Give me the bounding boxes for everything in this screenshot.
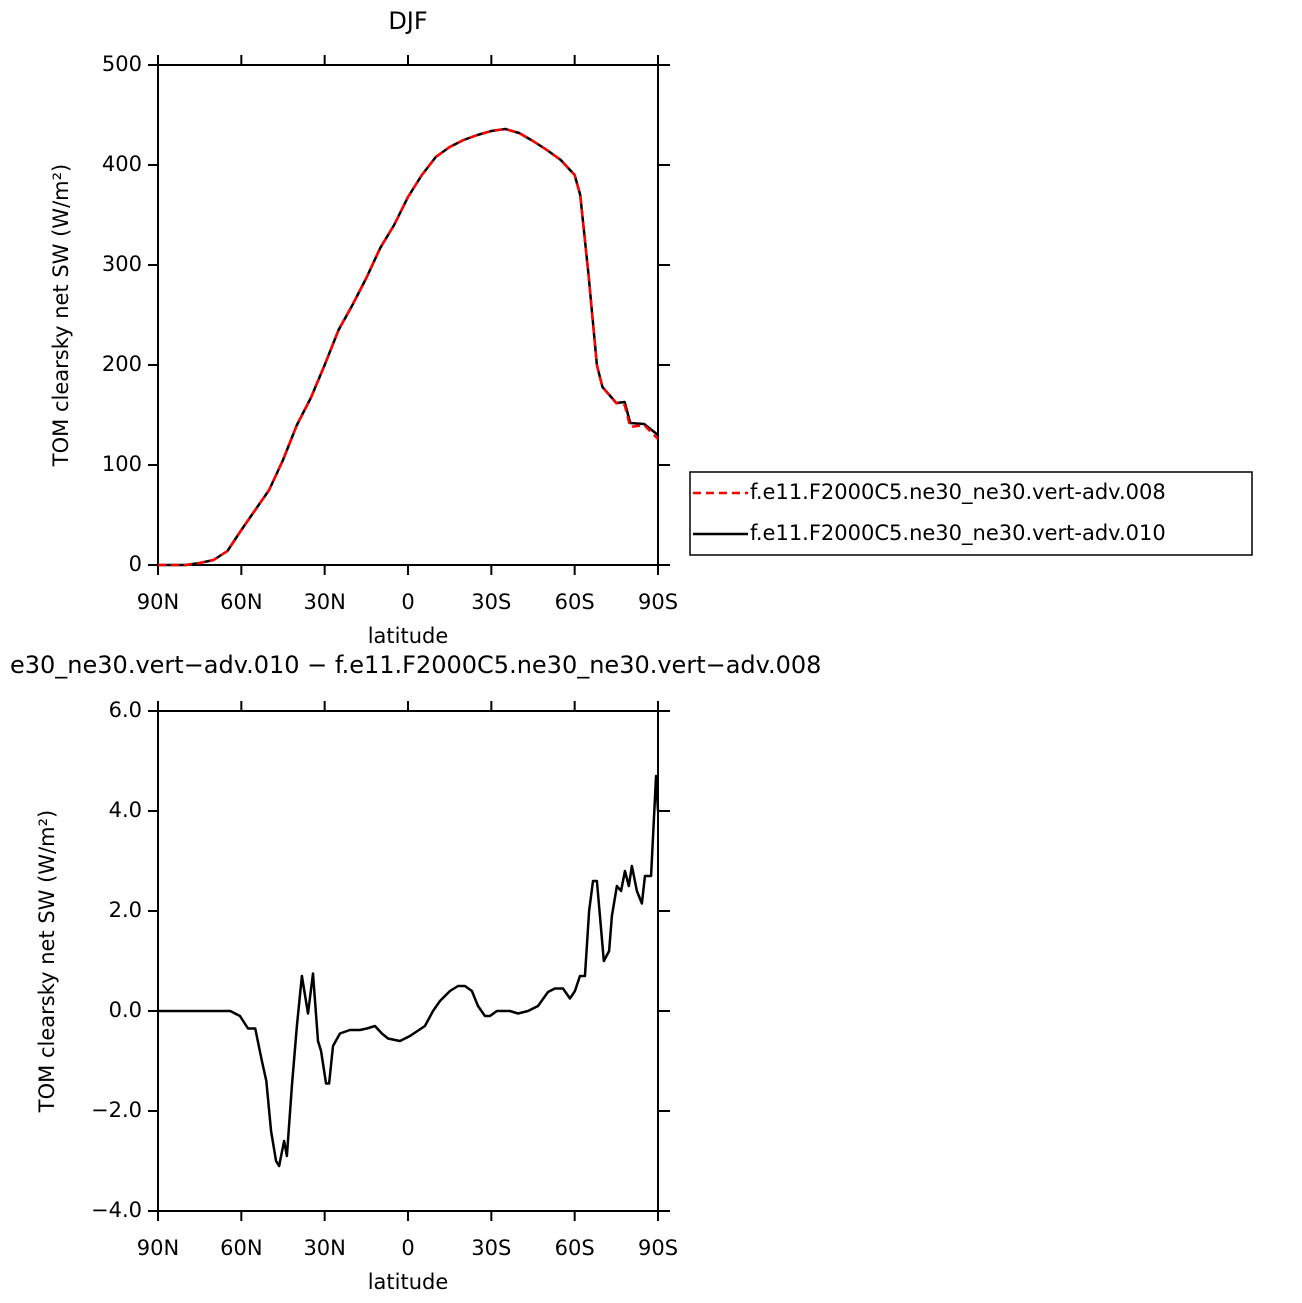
x-axis-label: latitude [368, 1270, 449, 1294]
x-tick-label: 30S [471, 590, 511, 614]
x-tick-label: 60S [555, 590, 595, 614]
y-tick-label: 2.0 [109, 898, 142, 922]
legend-label: f.e11.F2000C5.ne30_ne30.vert-adv.010 [750, 521, 1166, 546]
x-tick-label: 90N [137, 1236, 179, 1260]
x-tick-label: 30N [303, 1236, 345, 1260]
y-tick-label: −4.0 [91, 1198, 142, 1222]
y-tick-label: −2.0 [91, 1098, 142, 1122]
chart-title: e30_ne30.vert−adv.010 − f.e11.F2000C5.ne… [10, 651, 821, 679]
x-tick-label: 30N [303, 590, 345, 614]
chart-title: DJF [388, 7, 427, 35]
y-tick-label: 300 [102, 252, 142, 276]
legend-label: f.e11.F2000C5.ne30_ne30.vert-adv.008 [750, 480, 1166, 505]
plot-frame [157, 64, 659, 566]
y-tick-label: 0.0 [109, 998, 142, 1022]
y-tick-label: 400 [102, 152, 142, 176]
x-tick-label: 90S [638, 590, 678, 614]
x-tick-label: 60N [220, 1236, 262, 1260]
y-axis-label: TOM clearsky net SW (W/m²) [35, 810, 59, 1113]
y-tick-label: 0 [129, 552, 142, 576]
series-line [158, 127, 659, 567]
legend-box [689, 471, 1253, 556]
series-line [158, 127, 659, 567]
y-axis-label: TOM clearsky net SW (W/m²) [49, 164, 73, 467]
x-tick-label: 0 [401, 1236, 414, 1260]
y-tick-label: 6.0 [109, 698, 142, 722]
x-tick-label: 0 [401, 590, 414, 614]
y-tick-label: 100 [102, 452, 142, 476]
x-tick-label: 90S [638, 1236, 678, 1260]
plot-frame [157, 710, 659, 1212]
x-tick-label: 30S [471, 1236, 511, 1260]
x-tick-label: 60N [220, 590, 262, 614]
data-line [158, 774, 660, 1168]
x-tick-label: 60S [555, 1236, 595, 1260]
x-tick-label: 90N [137, 590, 179, 614]
y-tick-label: 4.0 [109, 798, 142, 822]
y-tick-label: 200 [102, 352, 142, 376]
y-tick-label: 500 [102, 52, 142, 76]
x-axis-label: latitude [368, 624, 449, 648]
